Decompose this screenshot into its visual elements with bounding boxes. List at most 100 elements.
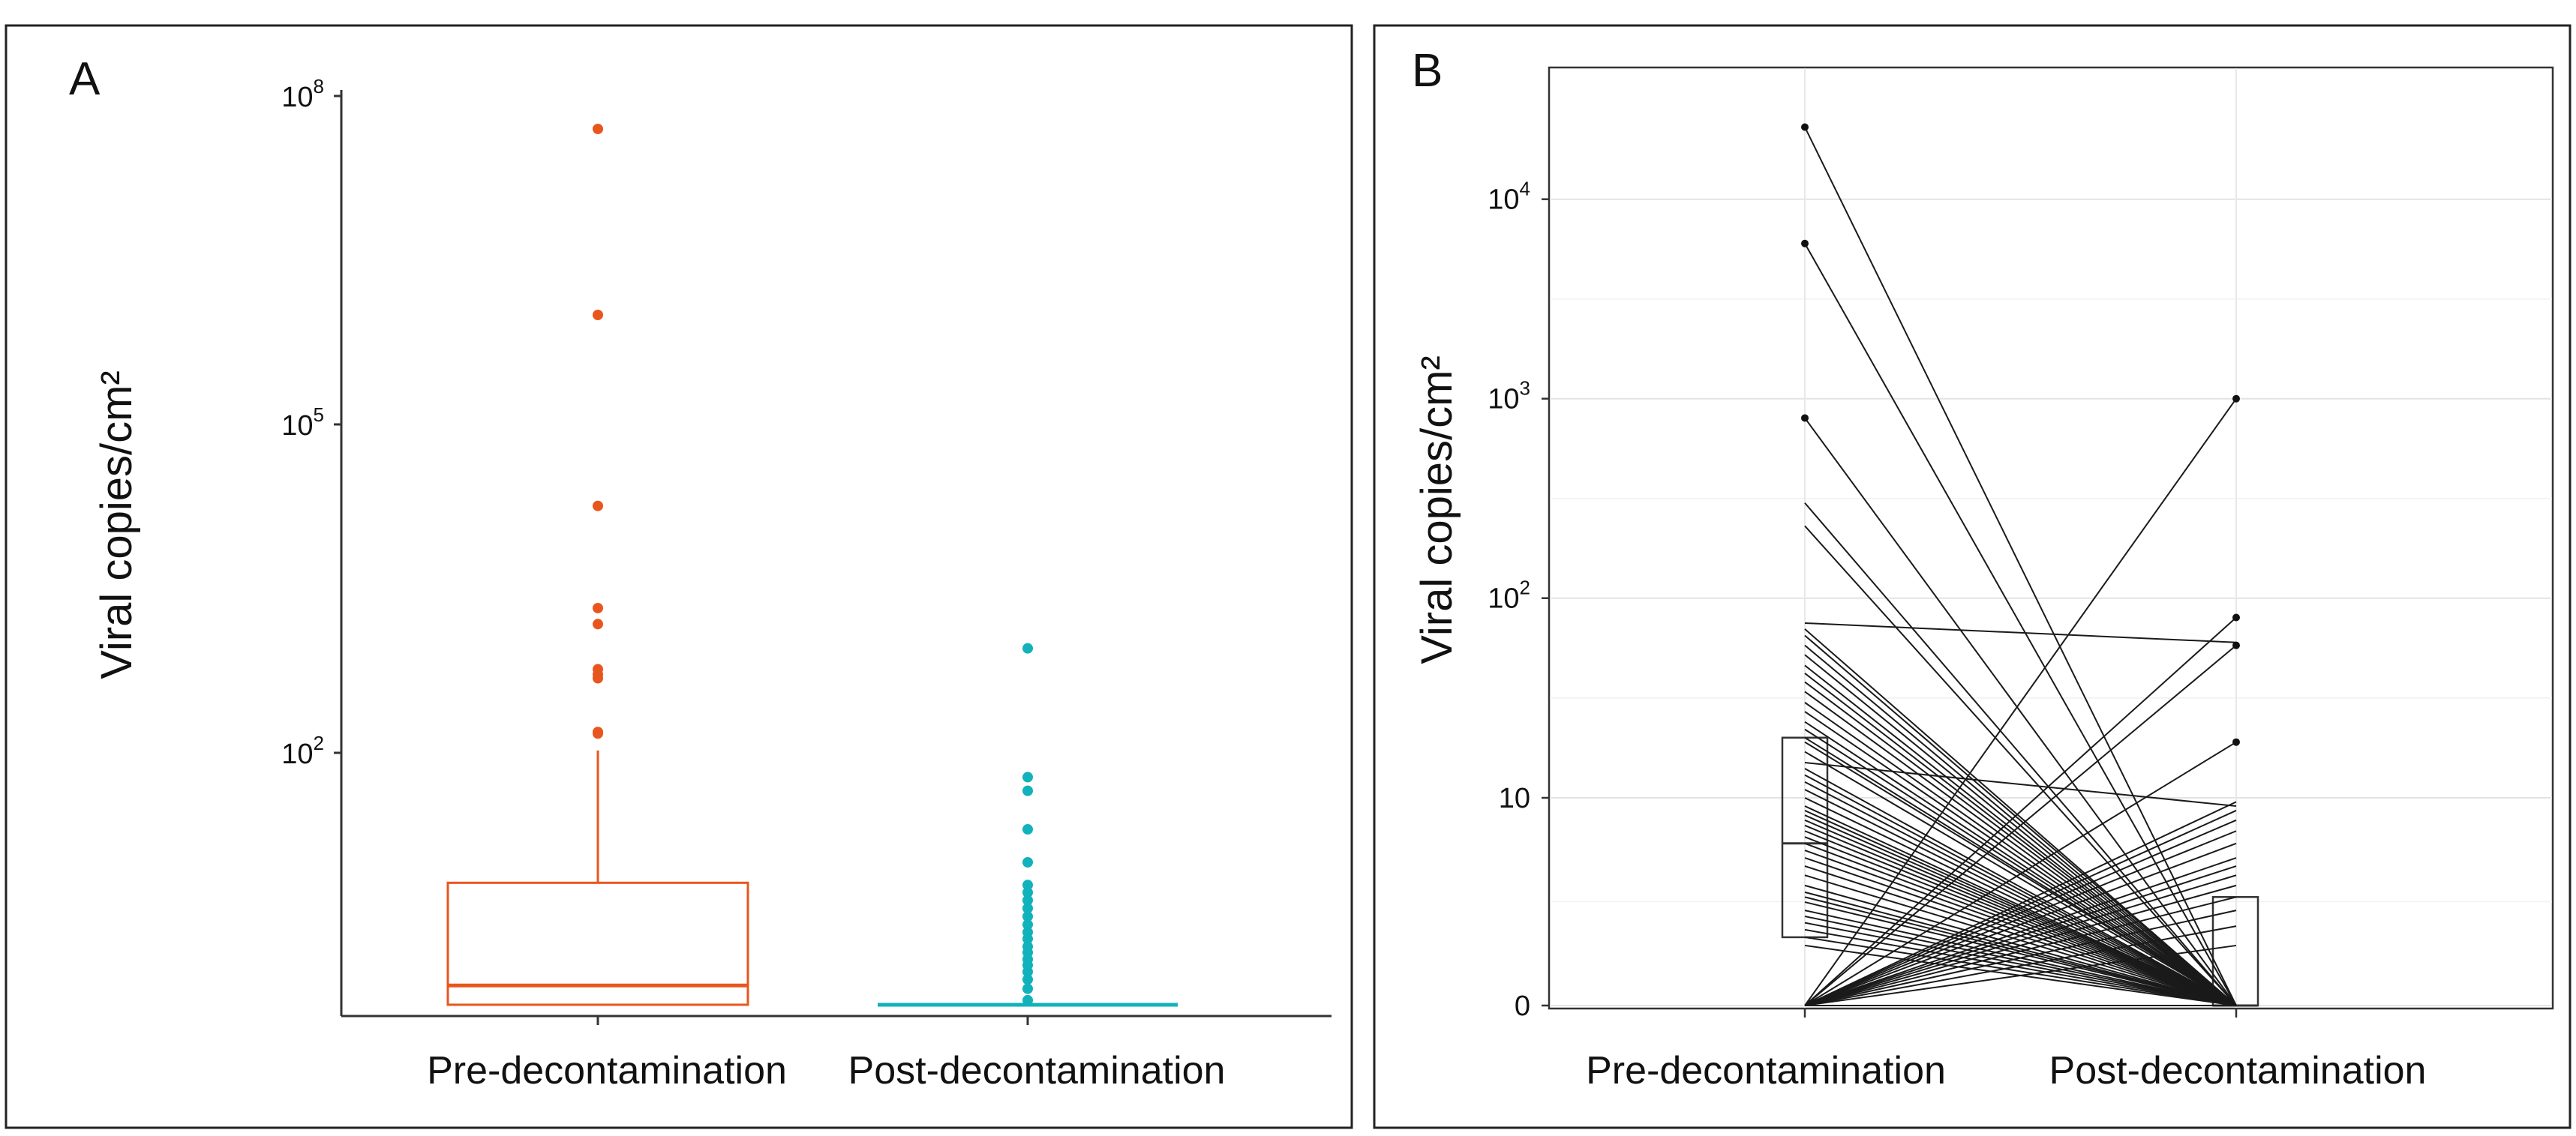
panel-b-pair-line-12 — [1804, 673, 2237, 1006]
panel-b-y-tick-label-4: 104 — [1488, 178, 1530, 216]
panel-a-y-tick-label-0: 102 — [281, 732, 324, 770]
panel-a-post-outlier-17 — [1022, 824, 1033, 835]
panel-b-pair-line-5 — [1804, 398, 2237, 1006]
panel-b-pair-line-45 — [1804, 916, 2237, 1006]
panel-b-point-1 — [1801, 239, 1809, 247]
panel-b-pair-line-52 — [1804, 741, 2237, 1006]
panel-b-pair-line-25 — [1804, 781, 2237, 1006]
panel-a-y-tick-label-2: 108 — [281, 75, 324, 113]
panel-b-post-x-label: Post-decontamination — [2049, 1049, 2427, 1093]
panel-a-pre-box — [446, 881, 749, 1006]
panel-a-post-outlier-20 — [1022, 643, 1033, 654]
panel-b-plot-area — [1548, 66, 2554, 1010]
panel-a-pre-outlier-6 — [593, 602, 603, 613]
panel-b-point-3 — [2232, 394, 2240, 403]
panel-b-pair-line-16 — [1804, 711, 2237, 1006]
panel-a-post-outlier-0 — [1022, 994, 1033, 1006]
panel-a-frame — [5, 24, 1353, 1129]
panel-b-pair-line-22 — [1804, 762, 2237, 808]
panel-b-pair-line-27 — [1804, 797, 2237, 1006]
panel-b-pair-line-61 — [1804, 884, 2237, 1006]
panel-b-pair-line-50 — [1804, 616, 2237, 1006]
panel-b-point-2 — [1801, 414, 1809, 422]
panel-b-label: B — [1412, 45, 1443, 97]
panel-b-pair-line-0 — [1804, 127, 2237, 1006]
panel-b-pair-line-8 — [1804, 634, 2237, 1006]
panel-b-pair-line-63 — [1804, 910, 2237, 1006]
panel-b-y-tick-label-3: 103 — [1488, 377, 1530, 415]
panel-b-pair-line-43 — [1804, 901, 2237, 1006]
panel-b-pair-line-17 — [1804, 721, 2237, 1006]
panel-b-y-label: Viral copies/cm² — [1413, 355, 1461, 664]
panel-b-pair-line-34 — [1804, 836, 2237, 1006]
panel-b-pair-line-36 — [1804, 850, 2237, 1006]
panel-a-pre-outlier-4 — [593, 664, 603, 675]
panel-b-pair-line-15 — [1804, 702, 2237, 1006]
panel-b-pair-line-14 — [1804, 691, 2237, 1006]
panel-a-post-outlier-15 — [1022, 880, 1033, 891]
panel-a-post-outlier-2 — [1022, 974, 1033, 985]
panel-b: B Viral copies/cm² 0 10 102 103 104 Pre-deco… — [1373, 24, 2571, 1129]
panel-a-post-outlier-13 — [1022, 895, 1033, 906]
panel-a-y-label: Viral copies/cm² — [92, 370, 141, 679]
panel-b-frame — [1373, 24, 2571, 1129]
panel-b-pair-line-18 — [1804, 728, 2237, 1006]
panel-b-pair-line-64 — [1804, 925, 2237, 1006]
panel-b-pair-line-10 — [1804, 654, 2237, 1006]
panel-a-post-outlier-7 — [1022, 941, 1033, 952]
panel-b-point-0 — [1801, 123, 1809, 131]
panel-a-label: A — [69, 53, 101, 105]
panel-a-pre-outlier-5 — [593, 619, 603, 630]
panel-b-pair-line-7 — [1804, 628, 2237, 1006]
panel-b-pair-line-57 — [1804, 842, 2237, 1006]
panel-b-pair-line-47 — [1804, 928, 2237, 1006]
panel-a-post-outlier-16 — [1022, 857, 1033, 868]
panel-b-pre-x-label: Pre-decontamination — [1586, 1049, 1946, 1093]
panel-b-pair-line-24 — [1804, 774, 2237, 1006]
panel-a-pre-outlier-7 — [593, 500, 603, 511]
panel-a-post-outlier-10 — [1022, 919, 1033, 931]
panel-a-post-outlier-14 — [1022, 887, 1033, 898]
panel-b-pair-line-11 — [1804, 664, 2237, 1006]
panel-b-pair-line-55 — [1804, 819, 2237, 1006]
panel-a-post-outlier-9 — [1022, 927, 1033, 938]
panel-a-post-x-label: Post-decontamination — [848, 1049, 1226, 1093]
panel-b-pair-line-2 — [1804, 417, 2237, 1006]
panel-b-pair-line-21 — [1804, 751, 2237, 1006]
panel-b-pair-line-26 — [1804, 789, 2237, 1006]
panel-b-pair-line-30 — [1804, 814, 2237, 1006]
panel-a-pre-outlier-9 — [593, 123, 603, 134]
panel-b-pair-line-23 — [1804, 768, 2237, 1006]
panel-b-pair-line-65 — [1804, 944, 2237, 1006]
panel-b-pair-line-48 — [1804, 936, 2237, 1006]
panel-a-post-outlier-19 — [1022, 772, 1033, 783]
panel-b-pair-line-6 — [1804, 622, 2237, 643]
panel-b-pair-line-3 — [1804, 502, 2237, 1006]
panel-a-post-outlier-1 — [1022, 983, 1033, 994]
panel-b-y-tick-label-2: 102 — [1488, 577, 1530, 615]
panel-b-point-4 — [2232, 613, 2240, 622]
panel-b-pair-line-46 — [1804, 922, 2237, 1006]
panel-a-pre-outlier-8 — [593, 310, 603, 320]
panel-b-pair-line-51 — [1804, 644, 2237, 1006]
panel-b-point-6 — [2232, 738, 2240, 746]
panel-a-y-tick-label-1: 105 — [281, 403, 324, 442]
panel-b-pair-line-53 — [1804, 801, 2237, 1006]
panel-b-pair-line-1 — [1804, 243, 2237, 1006]
panel-b-pair-line-56 — [1804, 830, 2237, 1006]
panel-b-pair-line-62 — [1804, 896, 2237, 1006]
panel-a-pre-outlier-1 — [593, 727, 603, 738]
panel-b-y-tick-label-0: 0 — [1515, 991, 1530, 1022]
panel-a-pre-x-label: Pre-decontamination — [427, 1049, 787, 1093]
panel-b-point-5 — [2232, 641, 2240, 649]
panel-b-y-tick-label-1: 10 — [1499, 783, 1530, 814]
panel-b-pair-line-54 — [1804, 810, 2237, 1006]
panel-b-pair-line-13 — [1804, 681, 2237, 1006]
panel-b-pair-line-60 — [1804, 874, 2237, 1006]
panel-a-post-outlier-18 — [1022, 785, 1033, 796]
panel-b-pair-line-32 — [1804, 824, 2237, 1006]
panel-a-post-outlier-12 — [1022, 903, 1033, 914]
panel-b-pair-line-41 — [1804, 891, 2237, 1006]
panel-b-pair-line-59 — [1804, 865, 2237, 1006]
